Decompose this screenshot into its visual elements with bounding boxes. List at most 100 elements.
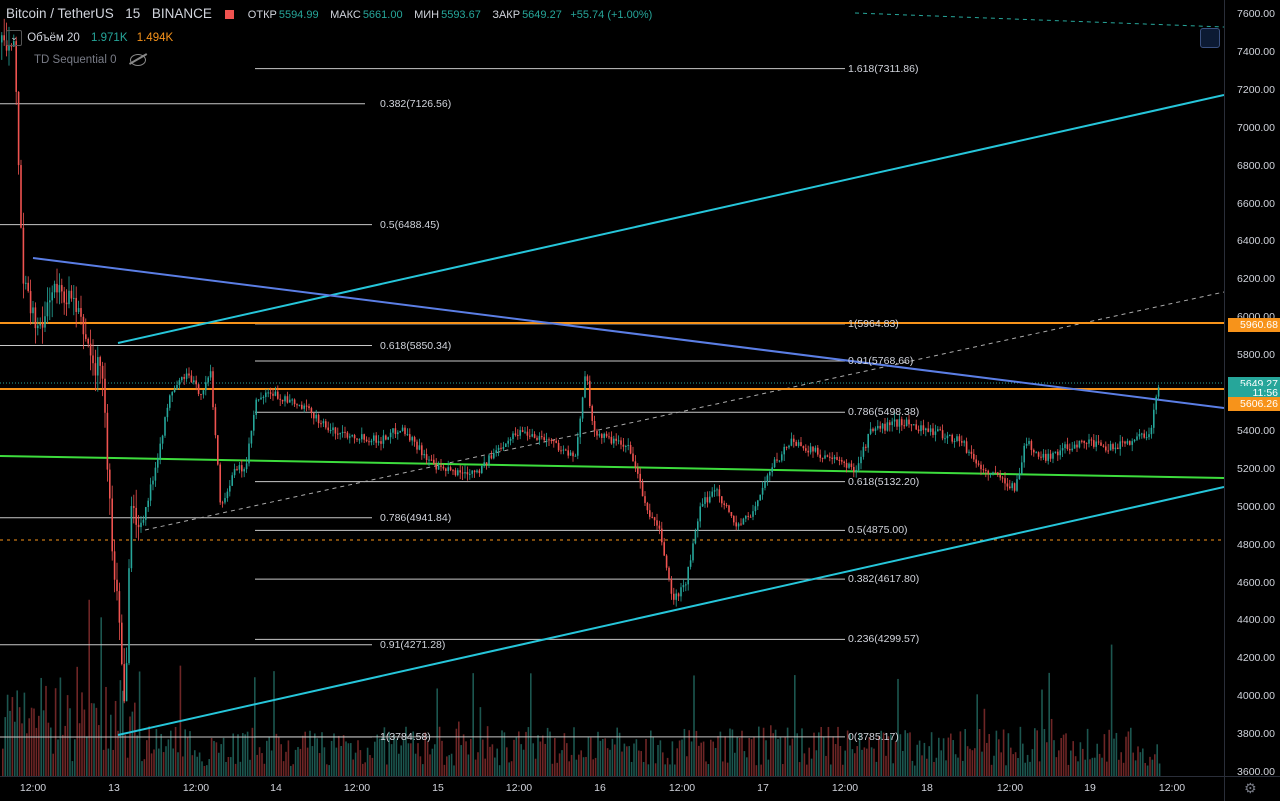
candle-body: [769, 472, 771, 476]
volume-bar: [189, 731, 191, 776]
volume-bar: [143, 759, 146, 776]
candle-body: [838, 459, 841, 461]
volume-bar: [314, 733, 316, 776]
volume-bar: [290, 765, 292, 776]
volume-bar: [292, 764, 294, 776]
volume-bar: [873, 748, 875, 776]
flag-icon[interactable]: [225, 10, 235, 20]
candle-body: [826, 455, 829, 457]
volume-bar: [1010, 747, 1012, 776]
volume-bar: [652, 736, 654, 776]
candle-body: [704, 497, 706, 504]
volume-bar: [743, 751, 746, 776]
price-label: 11:56: [1228, 386, 1280, 400]
candle-body: [349, 436, 351, 438]
volume-bar: [328, 765, 330, 776]
td-name: TD Sequential 0: [34, 54, 117, 67]
volume-bar: [244, 734, 246, 776]
volume-bar: [306, 747, 309, 776]
volume-bar: [736, 736, 738, 776]
volume-bar: [1012, 754, 1014, 776]
volume-bar: [606, 748, 609, 776]
volume-bar: [765, 740, 767, 776]
volume-bar: [71, 761, 74, 776]
volume-bar: [813, 732, 815, 776]
volume-bar: [273, 671, 275, 776]
chart-area[interactable]: Bitcoin / TetherUS 15 BINANCE ОТКР 5594.9…: [0, 0, 1224, 776]
candle-body: [433, 459, 435, 464]
volume-bar: [806, 764, 808, 776]
settings-corner[interactable]: ⚙: [1224, 776, 1280, 801]
candle-body: [934, 431, 937, 435]
candle-body: [449, 467, 452, 471]
candle-body: [790, 438, 793, 446]
candle-body: [293, 399, 296, 405]
volume-bar: [662, 752, 664, 776]
candle-body: [675, 593, 677, 600]
volume-bar: [234, 763, 237, 776]
candle-body: [862, 446, 865, 457]
volume-bar: [213, 740, 215, 776]
volume-bar: [882, 732, 885, 776]
candle-body: [572, 452, 574, 457]
volume-bar: [1118, 759, 1120, 776]
candle-body: [718, 489, 721, 497]
time-tick: 12:00: [19, 782, 47, 794]
volume-legend: ⌄ Объём 20 1.971K 1.494K: [6, 30, 175, 46]
candle-body: [466, 472, 469, 475]
candle-body: [289, 399, 291, 403]
candle-body: [325, 421, 327, 428]
candle-body: [1076, 444, 1078, 448]
volume-bar: [825, 755, 827, 776]
volume-bar: [378, 738, 381, 776]
chart-canvas[interactable]: [0, 0, 1224, 776]
candle-body: [1066, 444, 1069, 449]
fib-label-right: 0.91(5768.66): [848, 355, 914, 368]
volume-bar: [544, 743, 546, 776]
candle-body: [670, 578, 673, 594]
candle-body: [557, 442, 560, 451]
price-scale[interactable]: 7600.00 7400.00 7200.00 7000.00 6800.00 6600.…: [1224, 0, 1280, 778]
volume-bar: [114, 700, 117, 776]
candle-body: [44, 316, 46, 328]
volume-bar: [390, 744, 393, 776]
volume-bar: [134, 702, 136, 776]
volume-bar: [88, 599, 90, 776]
volume-bar: [165, 746, 167, 776]
candle-body: [425, 454, 428, 461]
volume-bar: [131, 711, 134, 776]
candle-body: [260, 397, 262, 400]
time-scale[interactable]: 12:00 13 12:00 14 12:00 15 12:00 16 12:00 17 12:00…: [0, 776, 1224, 801]
volume-bar: [796, 733, 798, 776]
candle-body: [500, 447, 502, 449]
volume-bar: [750, 739, 753, 776]
candle-body: [473, 470, 476, 473]
scale-settings-icon[interactable]: [1200, 28, 1220, 48]
chevron-down-icon[interactable]: ⌄: [6, 30, 22, 46]
price-tick: 4200.00: [1237, 652, 1275, 665]
candle-body: [418, 445, 421, 450]
candle-body: [368, 441, 370, 443]
volume-bar: [686, 756, 688, 776]
gear-icon[interactable]: ⚙: [1244, 780, 1257, 796]
volume-bar: [712, 741, 714, 776]
candle-body: [533, 434, 536, 438]
volume-bar: [246, 731, 249, 776]
volume-bar: [467, 754, 470, 776]
candle-body: [913, 424, 915, 426]
candle-body: [877, 425, 879, 429]
volume-bar: [978, 728, 981, 776]
volume-bar: [220, 744, 222, 776]
candle-body: [872, 428, 874, 431]
eye-hidden-icon[interactable]: [129, 54, 146, 66]
volume-bar: [311, 746, 314, 776]
volume-bar: [969, 748, 971, 776]
volume-bar: [573, 727, 575, 776]
volume-bar: [146, 740, 148, 776]
candle-body: [800, 442, 802, 447]
candle-body: [509, 439, 512, 441]
candle-body: [41, 324, 44, 328]
volume-bar: [791, 738, 794, 776]
candle-body: [593, 420, 596, 431]
candle-body: [970, 451, 973, 454]
